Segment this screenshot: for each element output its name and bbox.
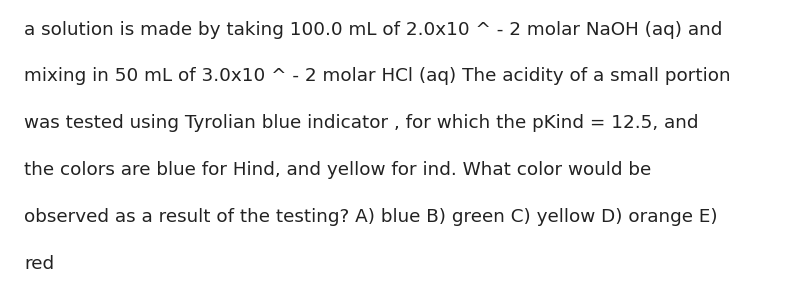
Text: a solution is made by taking 100.0 mL of 2.0x10 ^ - 2 molar NaOH (aq) and: a solution is made by taking 100.0 mL of… xyxy=(24,21,722,39)
Text: mixing in 50 mL of 3.0x10 ^ - 2 molar HCl (aq) The acidity of a small portion: mixing in 50 mL of 3.0x10 ^ - 2 molar HC… xyxy=(24,67,730,86)
Text: was tested using Tyrolian blue indicator , for which the pKind = 12.5, and: was tested using Tyrolian blue indicator… xyxy=(24,114,698,132)
Text: the colors are blue for Hind, and yellow for ind. What color would be: the colors are blue for Hind, and yellow… xyxy=(24,161,651,179)
Text: red: red xyxy=(24,255,54,273)
Text: observed as a result of the testing? A) blue B) green C) yellow D) orange E): observed as a result of the testing? A) … xyxy=(24,208,718,226)
